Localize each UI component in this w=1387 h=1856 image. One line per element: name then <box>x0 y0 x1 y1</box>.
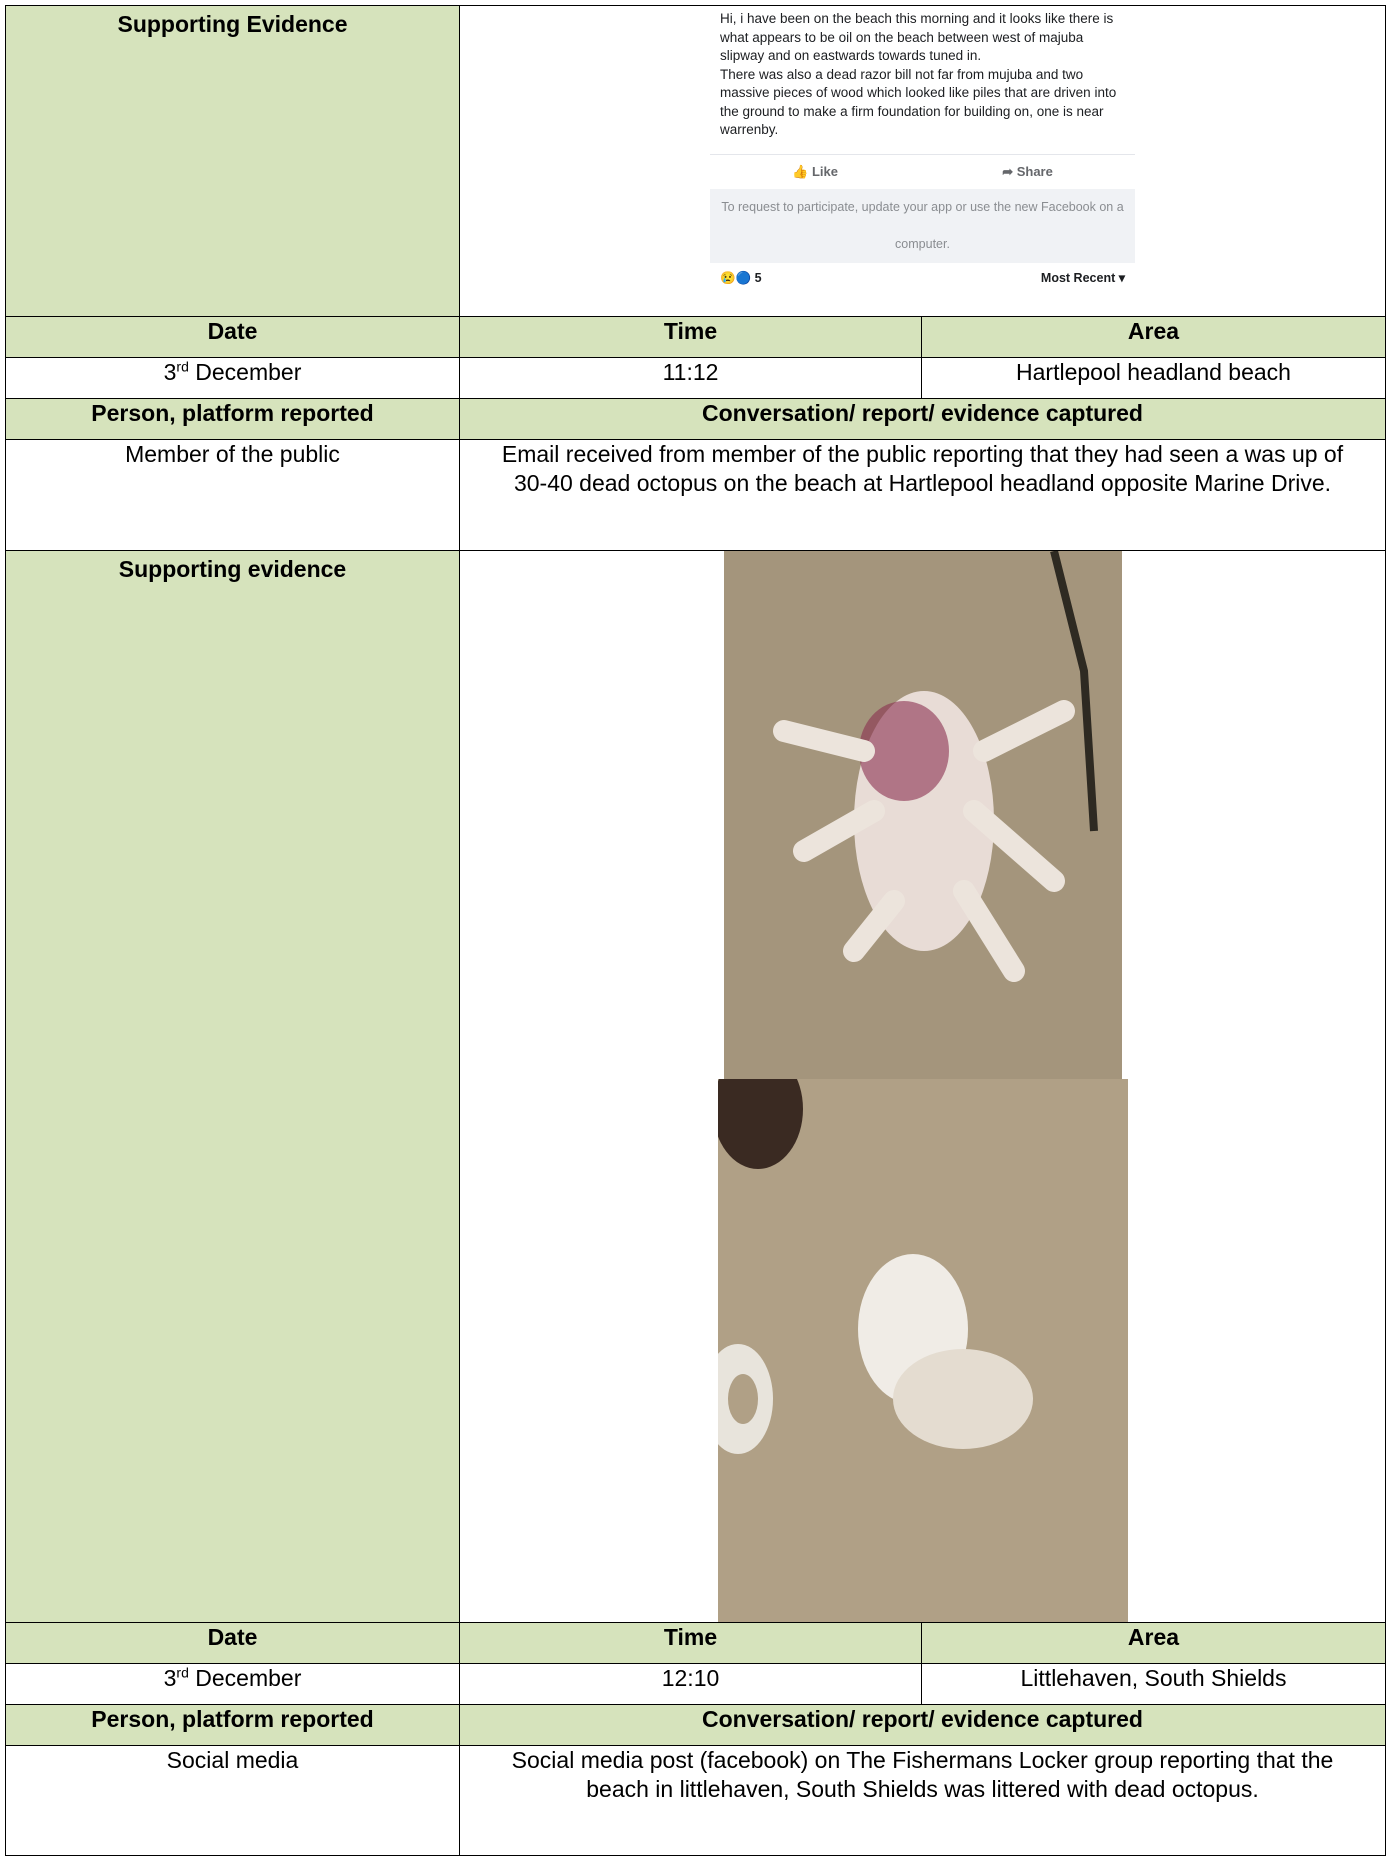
header: Time <box>459 316 922 358</box>
share-label: Share <box>1016 163 1053 179</box>
label: Supporting Evidence <box>117 11 348 37</box>
facebook-post: Hi, i have been on the beach this mornin… <box>710 10 1135 287</box>
sort[interactable]: Most Recent ▾ <box>1040 270 1125 285</box>
time: 12:10 <box>459 1663 922 1705</box>
cell-label: Supporting Evidence <box>5 5 460 317</box>
log-table: Supporting Evidence Hi, i have been on t… <box>5 5 1386 1856</box>
header: Person, platform reported <box>5 398 460 440</box>
share-button[interactable]: ➦ Share <box>1002 163 1053 179</box>
header: Time <box>459 1622 922 1664</box>
reaction-count: 5 <box>754 270 762 285</box>
action-bar: 👍 Like ➦ Share <box>710 153 1135 189</box>
label: Supporting evidence <box>118 556 347 582</box>
area: Littlehaven, South Shields <box>921 1663 1386 1705</box>
day: 3 <box>163 359 177 385</box>
cell-label: Supporting evidence <box>5 550 460 1623</box>
header: Date <box>5 316 460 358</box>
sort-label: Most Recent <box>1040 270 1116 285</box>
header: Conversation/ report/ evidence captured <box>459 1704 1386 1746</box>
report: Email received from member of the public… <box>459 439 1386 551</box>
time: 11:12 <box>459 357 922 399</box>
header: Conversation/ report/ evidence captured <box>459 398 1386 440</box>
date: 3rd December <box>5 1663 460 1705</box>
reactions: 😢🔵 5 <box>720 270 762 285</box>
post-footer: 😢🔵 5 Most Recent ▾ <box>710 263 1135 287</box>
header: Area <box>921 1622 1386 1664</box>
suffix: rd <box>176 1664 189 1681</box>
photo <box>717 1079 1128 1622</box>
like-button[interactable]: 👍 Like <box>792 163 838 179</box>
month: December <box>188 359 302 385</box>
post-text: Hi, i have been on the beach this mornin… <box>720 11 1114 63</box>
header: Date <box>5 1622 460 1664</box>
person: Social media <box>5 1745 460 1856</box>
header: Person, platform reported <box>5 1704 460 1746</box>
cell-evidence <box>459 550 1386 1623</box>
post-text: There was also a dead razor bill not far… <box>720 66 1117 138</box>
photo <box>723 551 1122 1079</box>
suffix: rd <box>176 358 189 375</box>
day: 3 <box>163 1665 177 1691</box>
notice: To request to participate, update your a… <box>710 188 1135 263</box>
like-label: Like <box>811 163 838 179</box>
header: Area <box>921 316 1386 358</box>
photos <box>717 551 1128 1622</box>
area: Hartlepool headland beach <box>921 357 1386 399</box>
cell-evidence: Hi, i have been on the beach this mornin… <box>459 5 1386 317</box>
report: Social media post (facebook) on The Fish… <box>459 1745 1386 1856</box>
month: December <box>188 1665 302 1691</box>
person: Member of the public <box>5 439 460 551</box>
date: 3rd December <box>5 357 460 399</box>
